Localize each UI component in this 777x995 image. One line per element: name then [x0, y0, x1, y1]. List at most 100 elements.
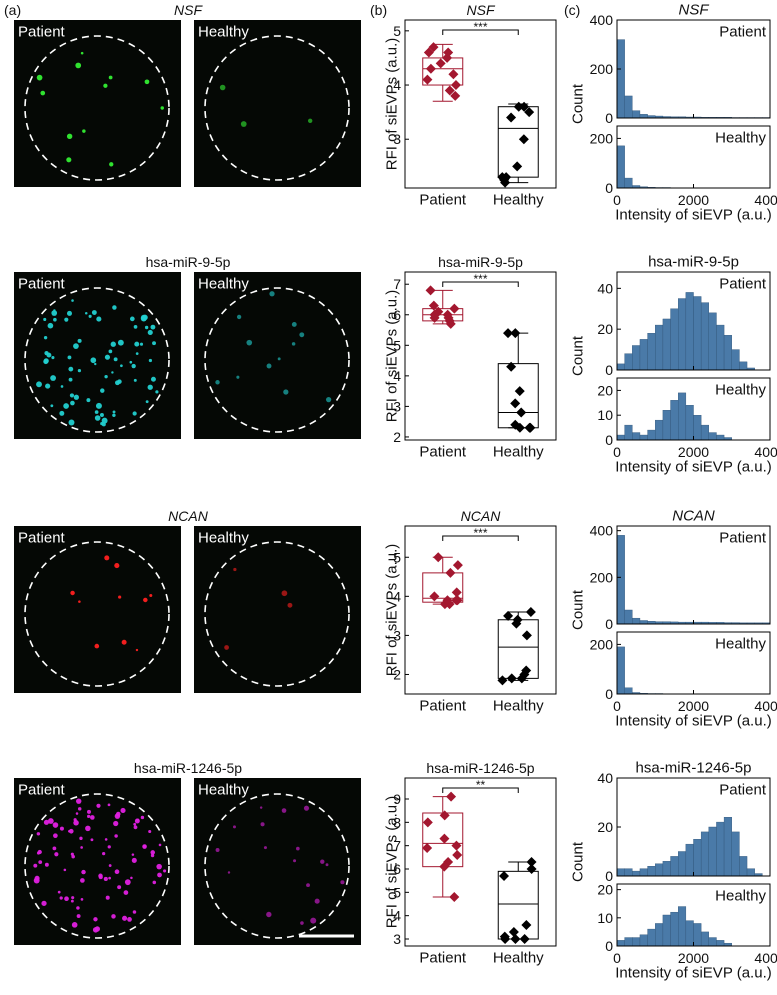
data-point: [446, 791, 457, 802]
fluorescent-spot: [75, 812, 79, 815]
data-point: [443, 312, 454, 323]
fluorescent-spot: [66, 310, 73, 316]
histogram-bar: [685, 843, 694, 877]
histogram-bar: [716, 324, 725, 371]
y-tick-label: 200: [590, 569, 614, 585]
fluorescent-spot: [108, 864, 112, 867]
data-point: [510, 934, 521, 944]
fluorescent-spot: [160, 106, 164, 110]
x-axis-label: Intensity of siEVP (a.u.): [615, 713, 771, 730]
y-tick-label: 2: [393, 666, 401, 682]
y-tick-label: 3: [393, 131, 401, 147]
data-point: [425, 63, 436, 74]
data-point: [452, 560, 463, 571]
fluorescent-spot: [232, 825, 236, 829]
data-point: [508, 927, 519, 937]
y-axis-label: RFI of siEVPs (a.u.): [384, 544, 401, 677]
y-axis-label: Count: [570, 841, 587, 882]
fluorescent-spot: [59, 826, 64, 831]
fluorescent-spot: [148, 829, 152, 834]
x-tick-label: 0: [613, 444, 621, 460]
fluorescent-spot: [77, 807, 82, 811]
fluorescent-spot: [80, 898, 84, 901]
x-axis-label: Intensity of siEVP (a.u.): [615, 459, 771, 476]
y-tick-label: 200: [590, 636, 614, 652]
fluorescent-spot: [152, 880, 157, 885]
panel-label: Patient: [719, 530, 767, 547]
data-point: [503, 610, 514, 621]
x-tick-label: 4000: [754, 698, 777, 714]
fluorescent-spot: [104, 354, 111, 360]
data-point: [450, 90, 461, 101]
image-title: hsa-miR-9-5p: [146, 254, 231, 270]
x-tick-label: Healthy: [493, 192, 544, 209]
fluorescent-spot: [71, 896, 75, 900]
fluorescent-spot: [79, 836, 83, 841]
fluorescent-spot: [133, 378, 137, 382]
y-tick-label: 7: [393, 838, 401, 854]
fluorescent-spot: [99, 413, 104, 417]
fluorescent-spot: [82, 129, 86, 133]
histogram-bar: [639, 934, 648, 947]
y-axis-label: Count: [570, 83, 587, 124]
fluorescent-spot: [111, 914, 116, 919]
histogram-bar: [632, 937, 641, 947]
fluorescent-spot: [283, 389, 289, 395]
histogram-bar: [616, 940, 625, 947]
fluorescent-spot: [131, 857, 137, 863]
data-point: [435, 58, 446, 69]
data-point: [514, 386, 525, 397]
fluorescent-spot: [107, 803, 111, 807]
fluorescent-spot: [73, 343, 79, 349]
histogram-bar: [700, 831, 710, 877]
y-tick-label: 2: [393, 429, 401, 445]
box: [497, 870, 539, 940]
histogram-bar: [731, 831, 740, 877]
fluorescent-spot: [300, 921, 304, 925]
fluorescent-spot: [233, 567, 237, 572]
histogram-bar: [639, 339, 648, 371]
fluorescent-spot: [108, 876, 111, 880]
significance-bracket: [442, 535, 519, 541]
y-tick-label: 0: [605, 432, 613, 448]
data-point: [442, 595, 453, 606]
panel-label: Patient: [719, 276, 767, 293]
y-tick-label: 0: [605, 362, 613, 378]
histogram-bar: [639, 434, 648, 441]
fluorescent-spot: [91, 310, 97, 315]
fluorescent-spot: [266, 363, 272, 369]
histogram-bar: [708, 937, 717, 947]
data-point: [506, 673, 517, 684]
data-point: [452, 850, 463, 860]
fluorescent-spot: [215, 380, 220, 385]
fluorescent-spot: [129, 316, 135, 322]
fluorescent-spot: [144, 325, 149, 330]
fluorescent-spot: [43, 359, 49, 365]
histogram-bar: [708, 826, 717, 877]
data-point: [428, 42, 439, 53]
y-axis-label: RFI of siEVPs (a.u.): [384, 796, 401, 929]
fluorescent-spot: [40, 90, 46, 96]
fluorescent-spot: [105, 895, 110, 900]
y-tick-label: 9: [393, 791, 401, 807]
panel-label: Patient: [719, 24, 767, 41]
fluorescent-spot: [43, 335, 48, 340]
histogram-bar: [647, 333, 656, 371]
fluorescent-spot: [136, 818, 140, 822]
micrograph: [194, 526, 361, 693]
data-point: [448, 69, 459, 80]
significance-label: ***: [473, 272, 487, 286]
significance-label: **: [476, 778, 486, 792]
x-tick-label: 4000: [754, 192, 777, 208]
fluorescent-spot: [94, 643, 100, 649]
x-axis-label: Intensity of siEVP (a.u.): [615, 207, 771, 224]
histogram-bar: [616, 868, 625, 877]
fluorescent-spot: [66, 133, 73, 140]
fluorescent-spot: [75, 62, 82, 69]
fluorescent-spot: [41, 900, 47, 906]
fluorescent-spot: [87, 814, 91, 819]
fluorescent-spot: [281, 808, 287, 813]
fluorescent-spot: [36, 74, 43, 81]
histogram-bar: [624, 95, 633, 119]
fluorescent-spot: [59, 896, 63, 900]
